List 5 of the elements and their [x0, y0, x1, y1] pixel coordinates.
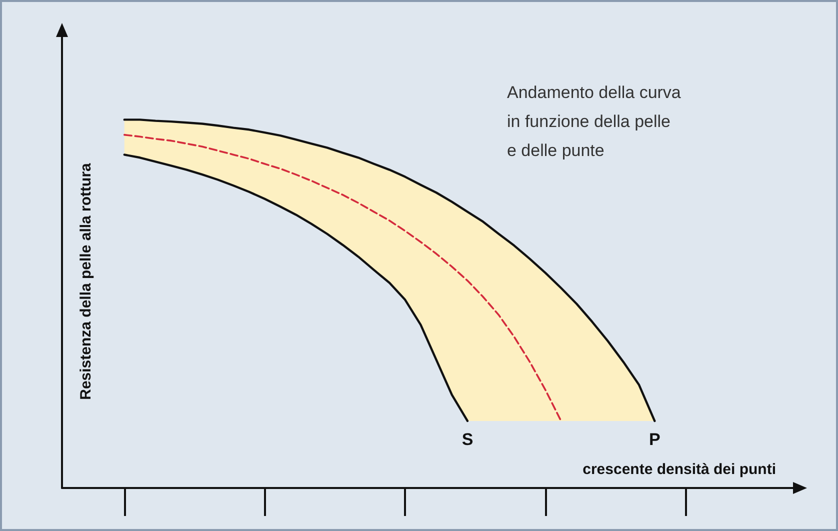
annotation: S: [462, 430, 474, 449]
y-axis-title: Resistenza della pelle alla rottura: [78, 162, 94, 400]
annotation: Andamento della curva in funzione della pelle e delle punte: [507, 83, 682, 160]
annotation: P: [648, 430, 660, 449]
x-axis-title: crescente densità dei punti: [582, 461, 776, 478]
